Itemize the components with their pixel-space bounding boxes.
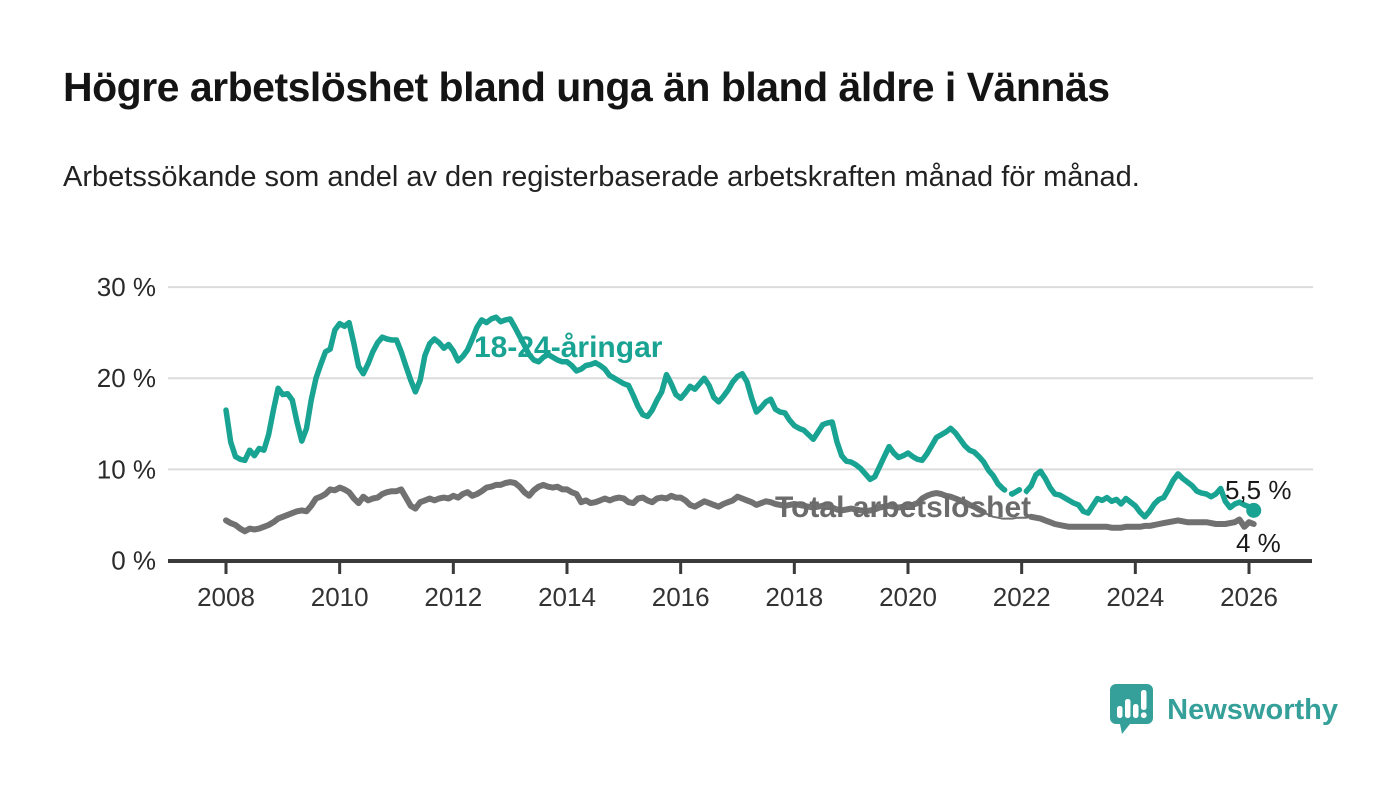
y-axis-label-20: 20 % (97, 363, 156, 393)
logo-bar-1 (1117, 706, 1123, 718)
newsworthy-logo: Newsworthy (1108, 682, 1338, 738)
youth-end-value-label: 5,5 % (1225, 475, 1292, 505)
youth-line-dashed (995, 481, 1034, 498)
newsworthy-logo-icon (1110, 684, 1154, 734)
x-axis-label-2014: 2014 (538, 582, 596, 612)
chart-subtitle: Arbetssökande som andel av den registerb… (63, 161, 1140, 193)
youth-line-solid-1 (223, 314, 1001, 487)
total-line-solid-2 (1028, 513, 1257, 531)
x-axis-label-2020: 2020 (879, 582, 937, 612)
y-axis-label-30: 30 % (97, 272, 156, 302)
youth-line-solid-2 (1028, 468, 1257, 520)
newsworthy-logo-text: Newsworthy (1167, 693, 1338, 726)
logo-bar-2 (1125, 699, 1131, 718)
x-axis-label-2010: 2010 (311, 582, 369, 612)
youth-end-dot (1246, 502, 1262, 518)
total-line-thin (982, 511, 1033, 520)
x-axis-label-2016: 2016 (652, 582, 710, 612)
logo-bubble (1110, 684, 1154, 734)
x-axis-label-2018: 2018 (765, 582, 823, 612)
total-series-label: Total arbetslöshet (775, 491, 1031, 524)
y-axis-label-10: 10 % (97, 454, 156, 484)
logo-bar-3 (1133, 704, 1139, 718)
logo-exclamation-dot (1141, 712, 1147, 719)
y-axis-label-0: 0 % (111, 546, 156, 576)
x-axis-label-2012: 2012 (424, 582, 482, 612)
x-axis-label-2022: 2022 (993, 582, 1051, 612)
total-end-value-label: 4 % (1236, 528, 1281, 558)
x-axis-label-2024: 2024 (1106, 582, 1164, 612)
youth-series-label: 18-24-åringar (474, 331, 663, 364)
x-axis-label-2008: 2008 (197, 582, 255, 612)
page-title: Högre arbetslöshet bland unga än bland ä… (63, 64, 1110, 110)
logo-exclamation-bar (1141, 690, 1147, 710)
total-line-solid-1 (223, 479, 987, 535)
x-axis-label-2026: 2026 (1220, 582, 1278, 612)
